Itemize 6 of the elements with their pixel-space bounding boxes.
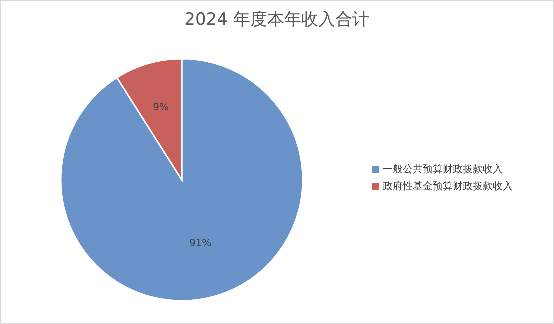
data-label: 9% <box>153 102 170 114</box>
data-label: 91% <box>189 238 212 250</box>
chart-title: 2024 年度本年收入合计 <box>184 10 370 30</box>
pie-slice <box>60 58 304 302</box>
legend-label: 政府性基金预算财政拨款收入 <box>383 180 513 193</box>
legend-label: 一般公共预算财政拨款收入 <box>383 164 503 176</box>
